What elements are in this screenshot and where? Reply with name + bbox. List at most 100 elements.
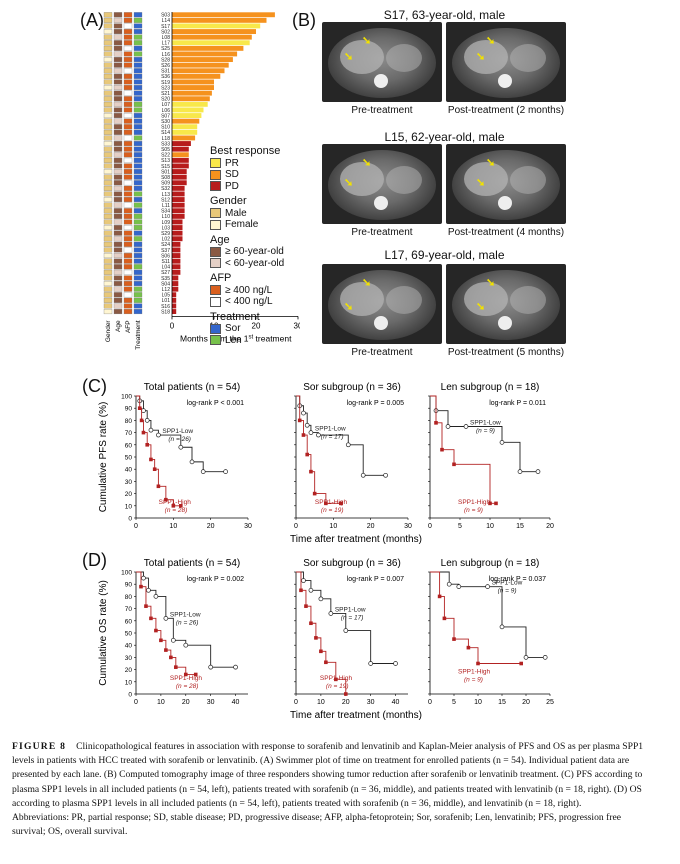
annotation-cell: [103, 113, 113, 119]
annotation-cell: [123, 146, 133, 152]
x-tick-label: 40: [392, 699, 400, 706]
censor-mark: [301, 410, 306, 416]
annotation-cell: [103, 62, 113, 68]
censor-mark: [153, 594, 159, 599]
legend-label: PR: [225, 157, 239, 169]
annotation-cell: [103, 57, 113, 63]
swimmer-bar: [172, 163, 189, 169]
legend-title: Gender: [210, 195, 247, 207]
y-tick-label: 100: [121, 570, 132, 577]
annotation-cell: [103, 12, 113, 18]
series-name: SPP1-High: [159, 499, 192, 506]
annotation-cell: [123, 29, 133, 35]
annotation-cell: [103, 96, 113, 102]
patient-id: L12: [162, 287, 171, 293]
series-name: SPP1-Low: [470, 420, 501, 427]
annotation-cell: [103, 34, 113, 40]
annotation-cell: [123, 57, 133, 63]
legend-label: ≥ 60-year-old: [225, 246, 284, 257]
legend-title: Age: [210, 233, 230, 246]
annotation-cell: [113, 45, 123, 51]
x-tick-label: 20: [522, 699, 530, 706]
legend-swatch: [210, 258, 221, 269]
patient-id: S22: [161, 153, 170, 159]
swimmer-bar: [172, 17, 267, 23]
annotation-cell: [123, 303, 133, 309]
annotation-cell: [103, 40, 113, 46]
legend-label: < 400 ng/L: [225, 296, 273, 307]
series-n: (n = 28): [176, 683, 199, 690]
patient-id: S24: [161, 242, 170, 248]
x-tick-label: 5: [458, 523, 462, 530]
censor-mark: [318, 596, 324, 602]
censor-mark: [304, 422, 310, 428]
patient-id: S26: [161, 63, 170, 69]
annotation-cell: [103, 208, 113, 214]
y-tick-label: 50: [125, 631, 133, 638]
y-tick-label: 20: [125, 667, 133, 674]
annotation-cell: [133, 163, 143, 169]
censor-mark: [170, 637, 176, 643]
annotation-cell: [133, 219, 143, 225]
annotation-cell: [123, 101, 133, 107]
panel-label-d: (D): [82, 550, 107, 570]
patient-id: S31: [161, 69, 170, 75]
censor-mark: [360, 472, 366, 478]
annotation-cell: [113, 191, 123, 197]
legend-item: < 400 ng/L: [210, 296, 284, 308]
y-tick-label: 40: [125, 467, 133, 474]
series-name: SPP1-High: [458, 499, 491, 506]
patient-id: S35: [161, 276, 170, 282]
annotation-cell: [103, 258, 113, 264]
annotation-cell: [103, 90, 113, 96]
series-n: (n = 9): [476, 428, 495, 435]
annotation-cell: [113, 185, 123, 191]
annotation-cell: [103, 163, 113, 169]
censor-mark: [488, 501, 492, 506]
swimmer-bar: [172, 197, 185, 202]
patient-id: L06: [162, 108, 171, 114]
patient-id: S08: [161, 175, 170, 181]
swimmer-bar: [172, 292, 177, 298]
series-n: (n = 17): [341, 614, 364, 621]
km-title: Len subgroup (n = 18): [441, 558, 540, 569]
y-tick-label: 30: [125, 655, 133, 662]
censor-mark: [139, 584, 143, 589]
patient-id: L16: [162, 52, 171, 58]
ct-image: ➘ ➘: [446, 22, 566, 102]
annotation-cell: [133, 51, 143, 57]
annotation-cell: [123, 129, 133, 135]
y-tick-label: 0: [128, 692, 132, 699]
annotation-cell: [113, 157, 123, 163]
x-axis-label: Time after treatment (months): [290, 710, 422, 721]
legend-item: Len: [210, 335, 284, 347]
annotation-cell: [123, 163, 133, 169]
swimmer-bar: [172, 57, 233, 62]
y-axis-label: Cumulative OS rate (%): [98, 580, 109, 686]
annotation-cell: [113, 40, 123, 46]
annotation-cell: [123, 34, 133, 40]
censor-mark: [154, 628, 158, 633]
censor-mark: [343, 628, 349, 633]
km-curve: [430, 395, 496, 504]
swimmer-bar: [172, 34, 252, 40]
annotation-cell: [113, 247, 123, 253]
ct-image-label: Post-treatment (4 months): [447, 227, 565, 238]
patient-id: S27: [161, 270, 170, 276]
annotation-cell: [113, 264, 123, 270]
swimmer-bar: [172, 225, 183, 230]
censor-mark: [169, 655, 173, 660]
pfs-plots: Cumulative PFS rate (%) Total patients (n…: [98, 382, 554, 545]
annotation-cell: [123, 208, 133, 214]
series-n: (n = 26): [176, 619, 199, 626]
censor-mark: [193, 672, 198, 677]
swimmer-bar: [172, 180, 187, 186]
x-tick-label: 30: [367, 699, 375, 706]
legend-swatch: [210, 323, 221, 334]
legend-item: < 60-year-old: [210, 258, 284, 270]
annotation-cell: [123, 213, 133, 219]
series-name: SPP1-High: [320, 675, 353, 682]
annotation-cell: [123, 202, 133, 208]
y-tick-label: 70: [125, 606, 133, 613]
annotation-cell: [113, 17, 123, 23]
